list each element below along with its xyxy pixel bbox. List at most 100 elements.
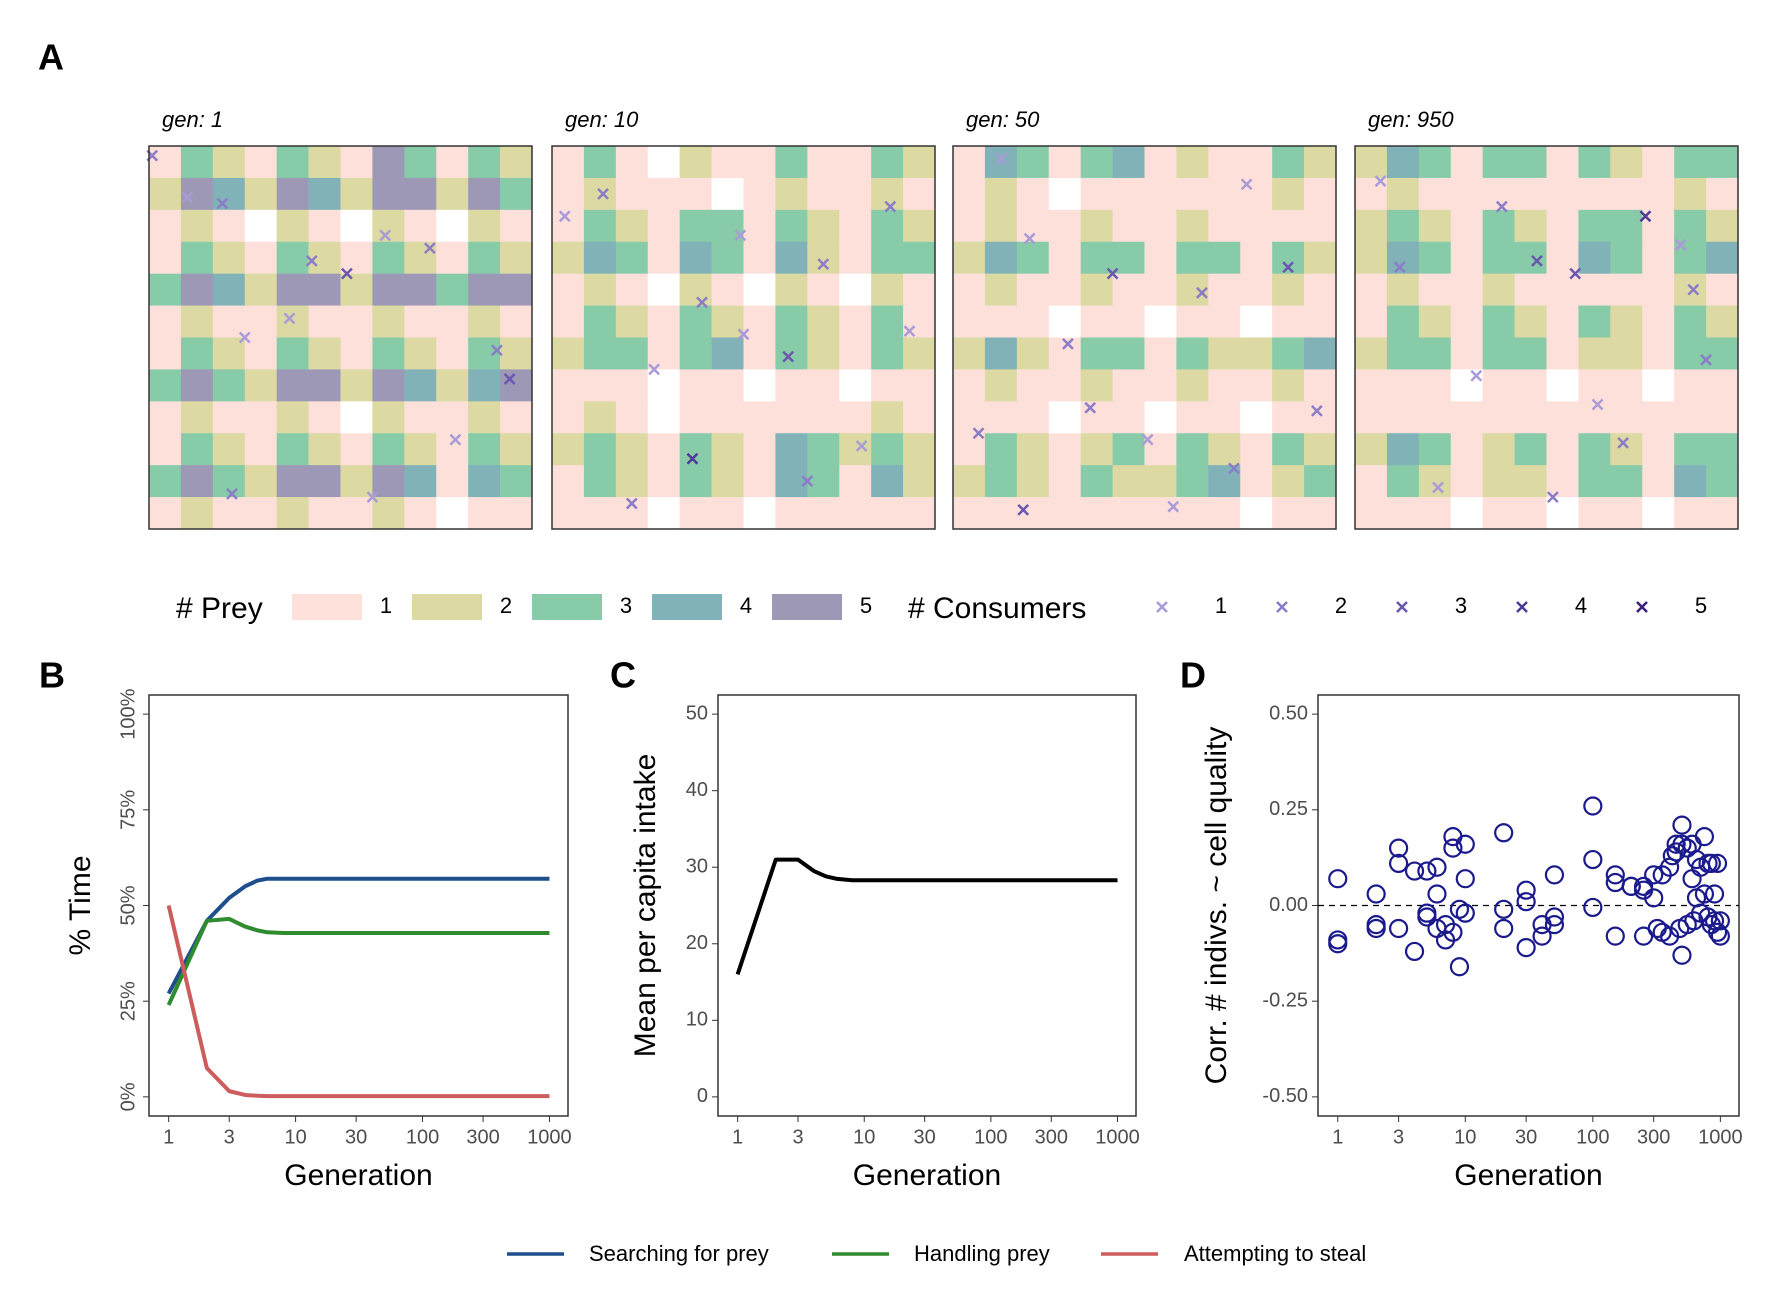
prey-cell bbox=[1208, 305, 1241, 338]
prey-cell bbox=[468, 369, 501, 402]
prey-cell bbox=[1080, 273, 1113, 306]
prey-cell bbox=[1080, 146, 1113, 179]
legend-label: 2 bbox=[1335, 593, 1347, 618]
prey-cell bbox=[743, 401, 776, 434]
series-line bbox=[166, 916, 550, 1006]
prey-cell bbox=[1016, 241, 1050, 274]
prey-cell bbox=[468, 146, 501, 179]
prey-cell bbox=[552, 209, 585, 243]
consumer-mark bbox=[855, 440, 868, 452]
prey-cell bbox=[500, 273, 533, 306]
consumer-mark bbox=[503, 373, 516, 385]
scatter-point bbox=[1389, 853, 1409, 874]
prey-cell bbox=[711, 146, 744, 179]
prey-cell bbox=[1048, 433, 1081, 466]
prey-cell bbox=[552, 497, 585, 530]
legend-label: 1 bbox=[1215, 593, 1227, 618]
prey-cell bbox=[1610, 177, 1643, 211]
prey-cell bbox=[1450, 209, 1483, 243]
prey-cell bbox=[212, 177, 246, 211]
prey-cell bbox=[647, 369, 680, 402]
prey-cell bbox=[308, 305, 341, 338]
scatter-point bbox=[1710, 926, 1730, 946]
prey-cell bbox=[903, 369, 936, 402]
legend-label: Searching for prey bbox=[589, 1241, 769, 1266]
prey-cell bbox=[1080, 337, 1113, 370]
prey-cell bbox=[839, 209, 872, 243]
y-tick-label: 20 bbox=[686, 932, 708, 954]
consumer-mark bbox=[238, 331, 251, 344]
prey-cell bbox=[1386, 209, 1420, 243]
consumer-mark bbox=[625, 497, 638, 510]
prey-cell bbox=[1016, 497, 1050, 530]
prey-cell bbox=[1450, 146, 1483, 179]
prey-cell bbox=[775, 146, 808, 179]
x-tick-label: 300 bbox=[466, 1126, 499, 1148]
prey-cell bbox=[1610, 369, 1643, 402]
prey-cell bbox=[468, 337, 501, 370]
prey-cell bbox=[839, 241, 872, 274]
prey-cell bbox=[149, 177, 182, 211]
consumer-mark bbox=[423, 242, 436, 255]
prey-cell bbox=[404, 177, 437, 211]
prey-cell bbox=[404, 497, 437, 530]
prey-cell bbox=[1674, 305, 1707, 338]
prey-cell bbox=[468, 401, 501, 434]
prey-cell bbox=[1706, 497, 1739, 530]
prey-cell bbox=[615, 465, 649, 498]
prey-cell bbox=[340, 337, 373, 370]
prey-cell bbox=[1144, 209, 1177, 243]
prey-cell bbox=[1418, 305, 1452, 338]
consumer-mark bbox=[366, 491, 379, 503]
plot-frame bbox=[717, 694, 1137, 1117]
prey-cell bbox=[340, 305, 373, 338]
prey-cell bbox=[1112, 209, 1145, 243]
prey-cell bbox=[1546, 146, 1579, 179]
prey-cell bbox=[1016, 401, 1050, 434]
legend-label: Attempting to steal bbox=[1184, 1241, 1366, 1266]
legend-key bbox=[652, 594, 722, 620]
prey-cell bbox=[984, 241, 1018, 274]
prey-cell bbox=[1048, 497, 1081, 530]
prey-cell bbox=[244, 337, 277, 370]
prey-cell bbox=[244, 465, 277, 498]
prey-cell bbox=[552, 337, 585, 370]
prey-cell bbox=[180, 305, 214, 338]
prey-cell bbox=[679, 305, 712, 338]
consumer-mark bbox=[283, 312, 296, 325]
prey-cell bbox=[468, 241, 501, 274]
prey-cell bbox=[1386, 433, 1420, 466]
consumer-mark bbox=[491, 344, 503, 357]
prey-cell bbox=[679, 337, 712, 370]
scatter-point bbox=[1677, 838, 1697, 858]
prey-cell bbox=[1208, 273, 1241, 306]
prey-cell bbox=[1674, 369, 1707, 402]
prey-cell bbox=[1450, 337, 1483, 370]
prey-cell bbox=[372, 369, 405, 402]
x-tick-label: 100 bbox=[1576, 1126, 1609, 1148]
prey-cell bbox=[807, 465, 840, 498]
prey-cell bbox=[308, 337, 341, 370]
scatter-point bbox=[1694, 884, 1715, 904]
legend-label: 2 bbox=[500, 593, 512, 618]
x-tick-label: 1 bbox=[163, 1126, 174, 1148]
prey-cell bbox=[1610, 401, 1643, 434]
prey-cell bbox=[1706, 241, 1739, 274]
prey-cell bbox=[180, 497, 214, 530]
scatter-point bbox=[1427, 884, 1447, 904]
prey-cell bbox=[1208, 369, 1241, 402]
prey-cell bbox=[1304, 337, 1337, 370]
scatter-point bbox=[1516, 880, 1536, 900]
prey-cell bbox=[500, 337, 533, 370]
prey-cell bbox=[839, 146, 872, 179]
y-tick-label: 100% bbox=[117, 688, 139, 739]
prey-cell bbox=[436, 177, 469, 211]
prey-cell bbox=[149, 401, 182, 434]
prey-cell bbox=[149, 273, 182, 306]
prey-cell bbox=[1450, 177, 1483, 211]
prey-cell bbox=[1610, 497, 1643, 530]
prey-cell bbox=[953, 209, 986, 243]
prey-cell bbox=[1016, 209, 1050, 243]
prey-cell bbox=[1355, 433, 1388, 466]
consumer-mark bbox=[686, 452, 699, 465]
